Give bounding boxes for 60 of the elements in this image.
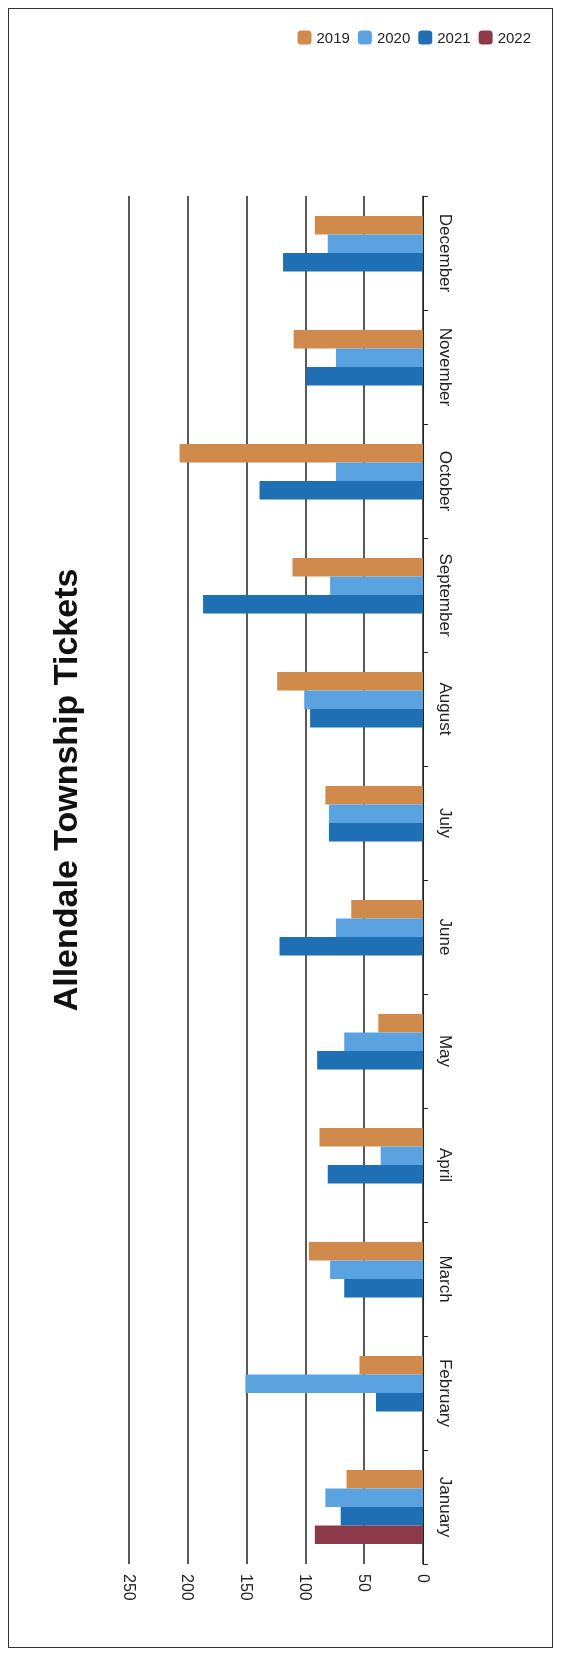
bar (277, 671, 423, 691)
legend-label: 2019 (316, 29, 350, 46)
bar (292, 557, 423, 577)
x-tick-label: 50 (355, 1574, 373, 1592)
legend-label: 2020 (376, 29, 411, 46)
y-tick-label: April (436, 1147, 455, 1183)
bar (310, 709, 423, 728)
bar (293, 329, 423, 349)
bar (359, 1355, 423, 1375)
y-tick-label: February (436, 1358, 455, 1428)
bar (335, 462, 423, 481)
text: Allendale Township Tickets (45, 568, 85, 1012)
bar (344, 1032, 423, 1051)
x-tick-label: 100 (296, 1574, 314, 1601)
bar (179, 443, 423, 463)
bar (314, 215, 423, 235)
bar (325, 1488, 423, 1507)
bar (335, 918, 423, 937)
bar (335, 348, 423, 367)
y-tick-label: July (436, 807, 455, 839)
bar (245, 1374, 423, 1393)
bar (328, 804, 423, 823)
bar (327, 234, 423, 253)
y-tick-label: November (436, 327, 455, 407)
bar (279, 937, 423, 956)
bar (327, 1165, 423, 1184)
bar (317, 1051, 423, 1070)
bar (304, 690, 423, 709)
y-tick-label: January (436, 1476, 455, 1538)
legend-label: 2021 (437, 29, 471, 46)
y-tick-label: June (436, 918, 455, 956)
bar (308, 1241, 423, 1261)
x-tick-label: 0 (414, 1574, 432, 1583)
bar (330, 1260, 423, 1279)
bar (351, 899, 423, 919)
bar (259, 481, 423, 500)
y-tick-label: September (436, 553, 455, 637)
bar (203, 595, 423, 614)
bar (328, 823, 423, 842)
legend-label: 2022 (497, 29, 532, 46)
x-tick-label: 250 (120, 1574, 138, 1601)
bar (306, 367, 423, 386)
bar (346, 1469, 423, 1489)
bar (330, 576, 423, 595)
bar (314, 1525, 423, 1545)
y-tick-label: May (436, 1034, 455, 1068)
bar (340, 1507, 423, 1526)
bar (378, 1013, 423, 1033)
x-tick-label: 150 (238, 1574, 256, 1601)
y-tick-label: October (436, 450, 455, 512)
bar (283, 253, 423, 272)
y-tick-label: March (436, 1255, 455, 1303)
y-tick-label: August (436, 682, 455, 736)
bar (344, 1279, 423, 1298)
bar (380, 1146, 423, 1165)
y-tick-label: December (436, 213, 455, 293)
bar (325, 785, 423, 805)
bar (319, 1127, 423, 1147)
x-tick-label: 200 (179, 1574, 197, 1601)
bar (375, 1393, 423, 1412)
